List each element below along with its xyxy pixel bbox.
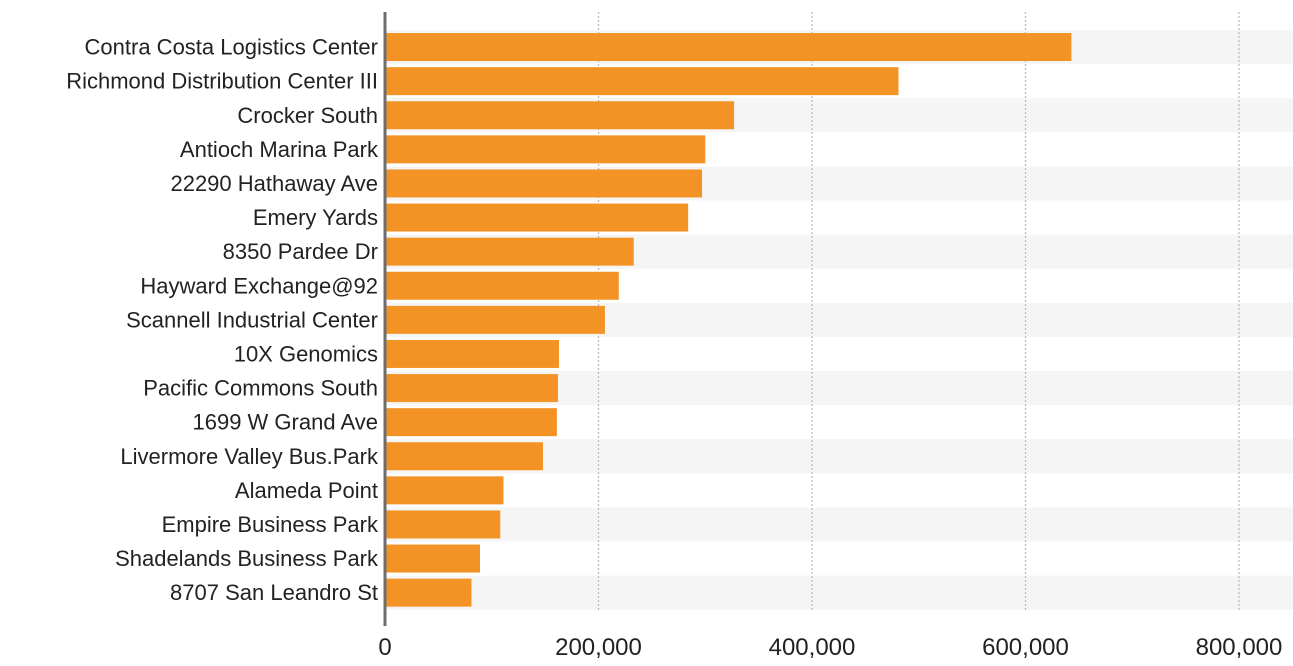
bar — [385, 101, 735, 130]
category-label: Alameda Point — [235, 478, 378, 503]
category-label: 8707 San Leandro St — [170, 580, 378, 605]
x-tick-label: 800,000 — [1196, 634, 1283, 661]
x-tick-label: 0 — [378, 634, 391, 661]
bars — [385, 33, 1072, 607]
category-label: 1699 W Grand Ave — [193, 410, 379, 435]
row-band — [385, 575, 1293, 610]
x-tick-labels: 0 200,000 400,000 600,000 800,000 — [378, 634, 1282, 661]
category-label: Scannell Industrial Center — [126, 307, 378, 332]
bar — [385, 578, 472, 607]
category-label: Livermore Valley Bus.Park — [120, 444, 379, 469]
bar — [385, 305, 605, 334]
category-label: Richmond Distribution Center III — [66, 69, 378, 94]
bar — [385, 510, 501, 539]
category-label: Shadelands Business Park — [115, 546, 379, 571]
bar — [385, 203, 689, 232]
category-label: 10X Genomics — [234, 341, 378, 366]
bar — [385, 67, 899, 96]
bar — [385, 169, 703, 198]
bar — [385, 339, 560, 368]
bar — [385, 544, 481, 573]
x-tick-label: 600,000 — [982, 634, 1069, 661]
bar — [385, 33, 1072, 62]
category-labels: Contra Costa Logistics Center Richmond Di… — [66, 35, 379, 606]
bar — [385, 271, 619, 300]
row-band — [385, 507, 1293, 542]
bar — [385, 135, 706, 164]
x-tick-label: 400,000 — [769, 634, 856, 661]
category-label: Empire Business Park — [162, 512, 379, 537]
bar — [385, 408, 557, 437]
bar — [385, 476, 504, 505]
category-label: Hayward Exchange@92 — [140, 273, 378, 298]
category-label: 8350 Pardee Dr — [223, 239, 378, 264]
bar — [385, 237, 634, 266]
bar — [385, 442, 543, 471]
x-tick-label: 200,000 — [555, 634, 642, 661]
bar — [385, 374, 558, 403]
category-label: Antioch Marina Park — [180, 137, 379, 162]
category-label: Contra Costa Logistics Center — [85, 35, 378, 60]
category-label: Pacific Commons South — [143, 376, 378, 401]
category-label: 22290 Hathaway Ave — [170, 171, 378, 196]
category-label: Crocker South — [237, 103, 378, 128]
category-label: Emery Yards — [253, 205, 378, 230]
